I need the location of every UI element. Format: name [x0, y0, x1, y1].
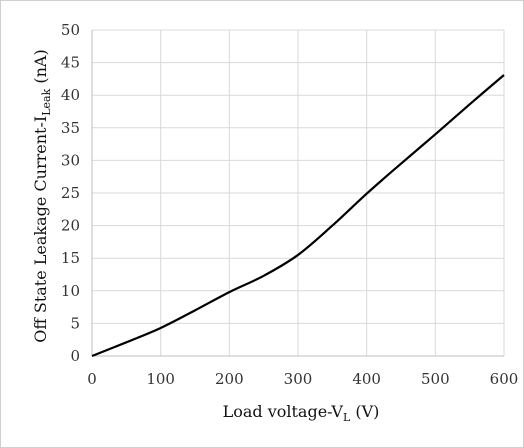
- y-axis-title: Off State Leakage Current-ILeak (nA): [31, 49, 53, 342]
- x-tick-label: 0: [87, 370, 97, 388]
- x-axis-title-subscript: L: [343, 411, 351, 424]
- y-tick-label: 0: [70, 347, 80, 365]
- series-line: [91, 74, 505, 358]
- axes: [91, 30, 504, 357]
- y-tick-label: 35: [61, 119, 80, 137]
- y-tick-label: 45: [61, 54, 80, 72]
- y-axis-title-unit: (nA): [31, 49, 50, 88]
- y-tick-label: 30: [61, 151, 80, 169]
- x-tick-label: 100: [146, 370, 175, 388]
- x-tick-label: 400: [352, 370, 381, 388]
- x-axis-title-unit: (V): [350, 402, 379, 421]
- y-tick-label: 5: [70, 314, 80, 332]
- y-axis-title-main: Off State Leakage Current-I: [31, 116, 50, 343]
- x-axis-title: Load voltage-VL (V): [223, 402, 380, 424]
- y-tick-label: 40: [61, 86, 80, 104]
- gridlines: [92, 29, 505, 356]
- y-tick-label: 15: [61, 249, 80, 267]
- y-tick-label: 10: [61, 282, 80, 300]
- x-tick-label: 500: [421, 370, 450, 388]
- x-axis-title-main: Load voltage-V: [223, 402, 344, 421]
- x-tick-label: 600: [490, 370, 519, 388]
- y-tick-label: 50: [61, 21, 80, 39]
- x-tick-label: 200: [215, 370, 244, 388]
- y-axis-title-subscript: Leak: [40, 88, 53, 115]
- y-tick-label: 25: [61, 184, 80, 202]
- y-tick-label: 20: [61, 217, 80, 235]
- x-tick-label: 300: [284, 370, 313, 388]
- data-series: [91, 74, 505, 358]
